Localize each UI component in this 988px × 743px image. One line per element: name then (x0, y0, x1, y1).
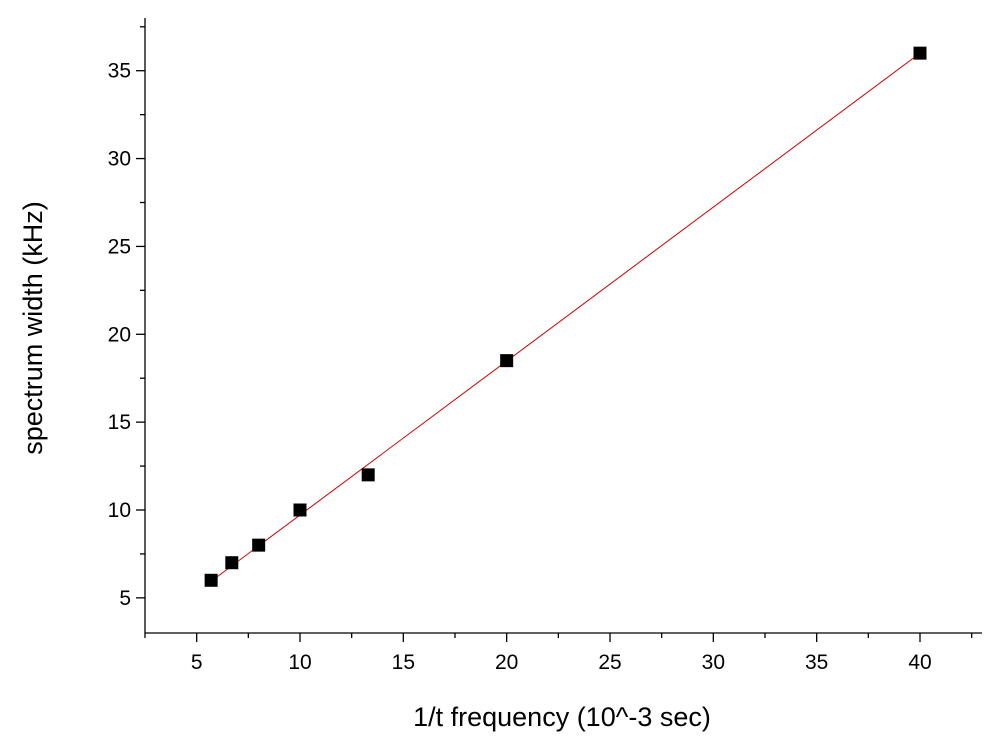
x-tick-label: 20 (495, 651, 518, 674)
y-tick-label: 35 (108, 60, 131, 83)
x-tick-label: 10 (288, 651, 311, 674)
y-tick-label: 15 (108, 411, 131, 434)
data-point (913, 46, 927, 60)
data-point (204, 573, 218, 587)
data-point (293, 503, 307, 517)
x-tick-label: 5 (191, 651, 203, 674)
y-tick-label: 30 (108, 148, 131, 171)
x-tick-label: 25 (598, 651, 621, 674)
axes (144, 18, 982, 634)
x-axis-ticks: 5 10 15 20 25 30 35 40 (144, 633, 973, 674)
x-tick-label: 40 (908, 651, 931, 674)
data-point (252, 538, 266, 552)
fit-line-group (210, 52, 921, 582)
y-tick-label: 20 (108, 323, 131, 346)
data-point (225, 556, 239, 570)
data-points (204, 46, 927, 587)
y-axis-ticks: 5 10 15 20 25 30 35 (108, 26, 145, 610)
y-tick-label: 5 (119, 587, 131, 610)
y-axis-title: spectrum width (kHz) (18, 201, 48, 455)
data-point (361, 468, 375, 482)
x-axis-title: 1/t frequency (10^-3 sec) (413, 702, 711, 732)
x-tick-label: 35 (805, 651, 828, 674)
y-tick-label: 25 (108, 235, 131, 258)
fit-line (210, 52, 921, 582)
data-point (500, 354, 514, 368)
y-tick-label: 10 (108, 499, 131, 522)
x-tick-label: 15 (392, 651, 415, 674)
x-tick-label: 30 (702, 651, 725, 674)
